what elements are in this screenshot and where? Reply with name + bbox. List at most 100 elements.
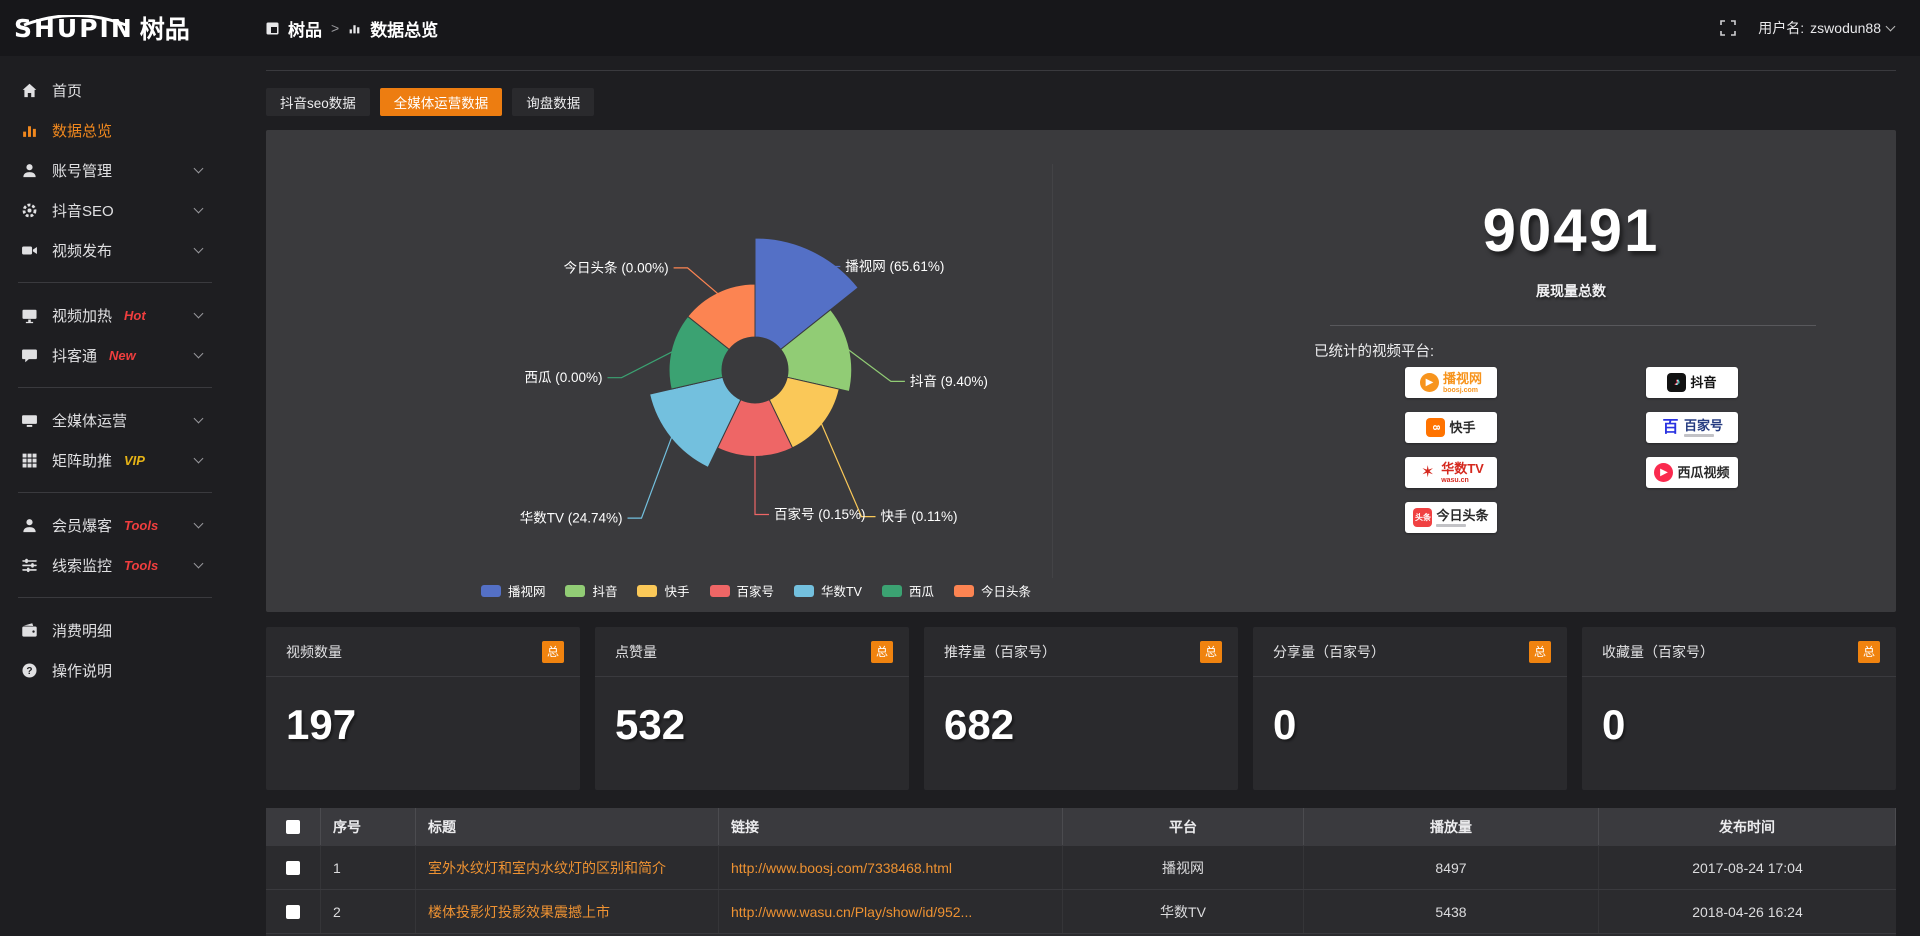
platform-name-block: 西瓜视频 [1677,466,1729,479]
sidebar-item-label: 数据总览 [52,122,113,140]
pie-label-line-播视网 [810,252,841,268]
sidebar-item-label: 线索监控 [52,557,113,575]
sidebar-divider [18,282,212,283]
platform-cell: 华数TV [1063,890,1304,933]
published-time-cell: 2018-04-26 16:24 [1692,903,1803,920]
stat-card-header: 推荐量（百家号） 总 [924,627,1238,677]
stat-card-5: 收藏量（百家号） 总 0 [1582,627,1896,790]
legend-item-今日头条[interactable]: 今日头条 [954,581,1031,600]
sidebar-divider [18,387,212,388]
table-header-row: 序号 标题 链接 平台 播放量 发布时间 [266,808,1896,845]
sidebar-item-12[interactable]: 消费明细 [0,610,218,650]
table-header-cell: 链接 [719,808,1063,845]
platform-name-block: 快手 [1449,421,1475,434]
platforms-label: 已统计的视频平台: [1314,344,1435,360]
legend-label: 抖音 [592,585,618,599]
sidebar-item-label: 矩阵助推 [52,452,113,470]
boosj-logo: ▶ [1419,373,1439,392]
legend-item-快手[interactable]: 快手 [637,581,690,600]
stat-card-value: 682 [944,701,1015,748]
user-menu[interactable]: 用户名: zswodun88 [1758,18,1896,38]
sidebar-item-2[interactable]: 数据总览 [0,110,218,150]
table-header-cell: 序号 [321,808,416,845]
platform-name: 华数TV [1441,460,1484,476]
platform-card-今日头条: 头条 今日头条 [1405,502,1497,533]
gear-icon [20,201,38,219]
platform-tagline-bar [1436,523,1467,527]
sidebar-item-6[interactable]: 视频加热 Hot [0,295,218,335]
sidebar-item-label: 账号管理 [52,162,113,180]
row-index: 2 [321,890,416,933]
pie-slice-播视网[interactable] [754,237,859,351]
logo-arc [23,15,127,26]
sidebar-item-3[interactable]: 账号管理 [0,150,218,190]
tab-bar: 抖音seo数据 全媒体运营数据 询盘数据 [266,88,595,116]
sidebar-item-10[interactable]: 会员爆客 Tools [0,505,218,545]
video-url-link[interactable]: http://www.boosj.com/7338468.html [719,846,1063,889]
svg-text:?: ? [26,665,32,676]
pie-slice-百家号[interactable] [716,399,794,457]
legend-item-抖音[interactable]: 抖音 [565,581,617,600]
legend-item-华数TV[interactable]: 华数TV [794,581,862,600]
sliders-icon [20,556,38,574]
sidebar-item-1[interactable]: 首页 [0,70,218,110]
legend-item-西瓜[interactable]: 西瓜 [882,581,934,600]
select-all-checkbox[interactable] [286,819,300,834]
wallet-icon [20,621,38,639]
platform-subtext: wasu.cn [1441,476,1469,484]
video-url-link[interactable]: http://www.wasu.cn/Play/show/id/952... [719,890,1063,933]
sidebar-item-4[interactable]: 抖音SEO [0,190,218,230]
platform-name: 播视网 [1442,370,1482,386]
platform-card-快手: 8 快手 [1405,412,1497,443]
total-badge: 总 [1858,640,1880,663]
stat-card-2: 点赞量 总 532 [595,627,909,790]
pie-slice-西瓜[interactable] [668,315,730,390]
stat-card-4: 分享量（百家号） 总 0 [1253,627,1567,790]
legend-item-百家号[interactable]: 百家号 [709,581,775,600]
pie-slice-快手[interactable] [768,376,840,449]
tab-1[interactable]: 抖音seo数据 [266,88,370,116]
platform-name-block: 华数TV wasu.cn [1441,462,1484,484]
legend-label: 百家号 [736,585,775,599]
sidebar-item-label: 消费明细 [52,622,113,640]
chevron-down-icon [1885,21,1896,32]
fullscreen-icon[interactable] [1720,20,1737,36]
pie-label-百家号: 百家号 (0.15%) [774,506,866,522]
sidebar-item-8[interactable]: 全媒体运营 [0,400,218,440]
stat-card-value: 0 [1273,701,1297,748]
rose-pie-chart: 播视网 (65.61%) 抖音 (9.40%) 快手 (0.11%) 百家号 (0.1… [520,237,988,526]
platform-name: 今日头条 [1436,507,1489,523]
baijiahao-logo: 百 [1662,418,1679,436]
row-checkbox[interactable] [286,860,300,875]
platform-name: 快手 [1449,420,1476,435]
pie-slice-今日头条[interactable] [687,283,756,351]
sidebar-divider [18,597,212,598]
user-icon [20,161,38,179]
username: zswodun88 [1810,20,1881,36]
sidebar-item-9[interactable]: 矩阵助推 VIP [0,440,218,480]
video-title-link[interactable]: 室外水纹灯和室内水纹灯的区别和简介 [416,846,719,889]
tab-3[interactable]: 询盘数据 [512,88,595,116]
platform-tagline-bar [1683,433,1714,437]
sidebar-item-11[interactable]: 线索监控 Tools [0,545,218,585]
sidebar-item-7[interactable]: 抖客通 New [0,335,218,375]
monitor-icon [20,411,38,429]
toutiao-logo: 头条 [1413,508,1433,527]
row-checkbox[interactable] [286,904,300,919]
table-row-2: 2 楼体投影灯投影效果震撼上市 http://www.wasu.cn/Play/sh… [266,889,1896,933]
total-badge: 总 [1200,640,1222,663]
legend-label: 播视网 [507,585,546,599]
views-cell: 8497 [1304,846,1599,889]
video-title-link[interactable]: 楼体投影灯投影效果震撼上市 [416,890,719,933]
pie-slice-抖音[interactable] [780,308,853,393]
sidebar-item-badge: Tools [124,517,159,533]
table-row-1: 1 室外水纹灯和室内水纹灯的区别和简介 http://www.boosj.com/7… [266,845,1896,889]
legend-label: 西瓜 [909,585,935,599]
tab-2[interactable]: 全媒体运营数据 [379,88,503,116]
sidebar-item-13[interactable]: ? 操作说明 [0,650,218,690]
pie-slice-华数TV[interactable] [649,376,742,469]
breadcrumb-root[interactable]: 树品 [288,20,322,40]
stat-card-3: 推荐量（百家号） 总 682 [924,627,1238,790]
legend-item-播视网[interactable]: 播视网 [480,581,546,600]
sidebar-item-5[interactable]: 视频发布 [0,230,218,270]
